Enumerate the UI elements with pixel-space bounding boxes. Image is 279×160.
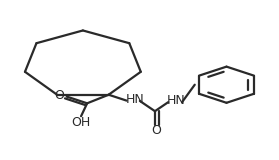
Text: O: O	[152, 124, 162, 137]
Text: HN: HN	[126, 93, 144, 106]
Text: HN: HN	[167, 94, 186, 107]
Text: O: O	[54, 88, 64, 102]
Text: OH: OH	[71, 116, 91, 129]
